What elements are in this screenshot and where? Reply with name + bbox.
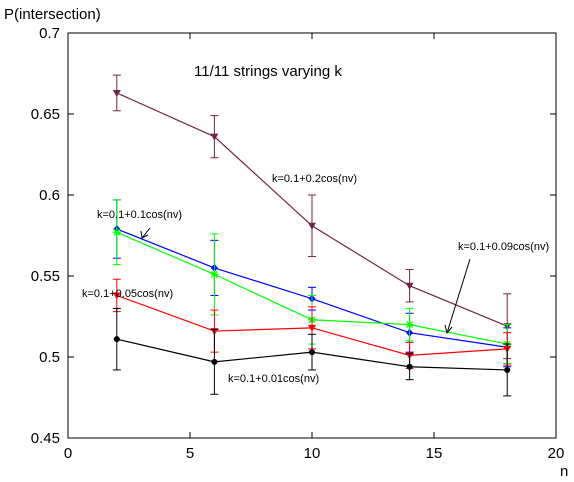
annotation-arrow-k009 (444, 258, 471, 335)
annotation-label-k02: k=0.1+0.2cos(nv) (272, 173, 357, 185)
data-point (309, 349, 315, 356)
y-tick-label: 0.6 (39, 187, 60, 204)
annotation-label-k009: k=0.1+0.09cos(nv) (458, 241, 549, 253)
y-tick-label: 0.5 (39, 349, 60, 366)
series-4 (112, 307, 512, 397)
data-point (112, 228, 121, 237)
x-tick-label: 20 (548, 445, 565, 462)
data-point (405, 320, 414, 329)
annotation-arrow-k01 (140, 227, 151, 239)
data-point (113, 336, 120, 343)
series-0 (112, 74, 512, 360)
data-point (210, 270, 219, 279)
annotation-label-k005: k=0.1+0.05cos(nv) (82, 288, 173, 300)
series-layer (112, 74, 512, 397)
axis-ticks: 0 5 10 15 20 0.45 0.5 0.55 0.6 0.65 0.7 (31, 25, 565, 462)
x-tick-label: 10 (304, 445, 321, 462)
y-tick-label: 0.55 (31, 268, 60, 285)
annotation-label-k001: k=0.1+0.01cos(nv) (228, 373, 319, 385)
data-point (308, 222, 316, 230)
data-point (504, 366, 511, 373)
x-tick-label: 0 (64, 445, 72, 462)
y-tick-label: 0.65 (31, 106, 60, 123)
y-tick-label: 0.7 (39, 25, 60, 42)
data-point (211, 358, 218, 365)
data-point (112, 89, 121, 97)
data-point (406, 363, 413, 370)
x-axis-label: n (560, 463, 568, 480)
x-tick-label: 15 (426, 445, 443, 462)
y-axis-label: P(intersection) (4, 6, 101, 23)
data-point (405, 282, 414, 290)
chart-title: 11/11 strings varying k (194, 63, 342, 80)
x-tick-label: 5 (186, 445, 194, 462)
y-tick-label: 0.45 (31, 430, 60, 447)
data-point (112, 292, 121, 300)
annotation-label-k01: k=0.1+0.1cos(nv) (97, 209, 182, 221)
data-point (210, 133, 219, 141)
data-point (308, 324, 316, 332)
